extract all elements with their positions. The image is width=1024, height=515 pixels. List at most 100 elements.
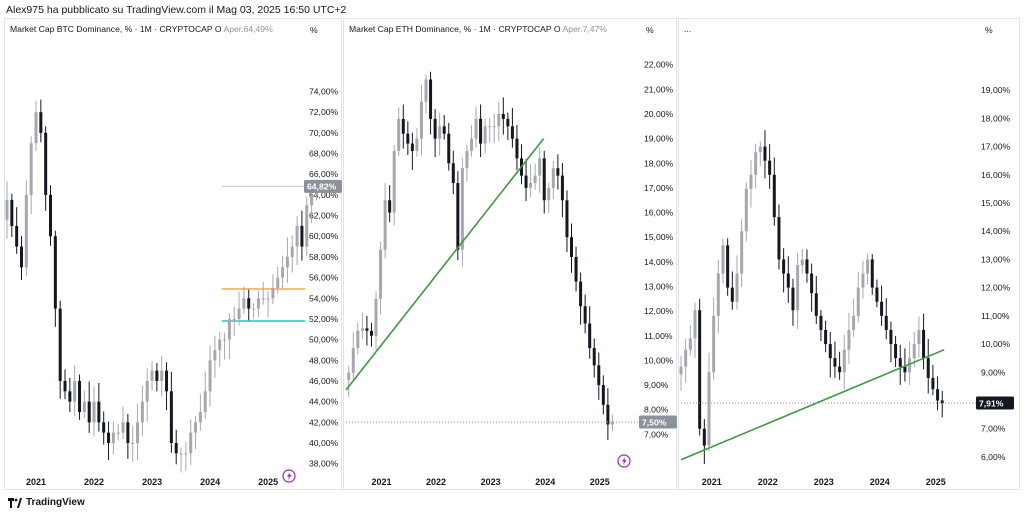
y-tick-label: 42,00% [309,417,339,427]
candle-body [579,281,583,307]
candle-body [556,168,560,176]
candle-body [456,183,460,250]
candle-body [847,329,851,350]
candle-body [542,158,546,201]
candle-body [34,112,38,144]
candle-body [78,380,82,412]
lightning-bolt-glyph [622,457,627,465]
y-tick-label: 44,00% [309,397,339,407]
y-tick-label: 9,00% [981,367,1006,377]
third-dominance-chart[interactable]: 6,00%7,00%8,00%9,00%10,00%11,00%12,00%13… [679,19,1021,491]
candle-body [533,175,537,183]
candle-body [58,308,62,381]
candle-body [529,183,533,188]
candle-body [875,287,879,302]
x-tick-label: 2025 [926,477,946,487]
candle-body [940,400,944,404]
x-tick-label: 2025 [258,477,278,487]
y-tick-label: 10,00% [981,339,1011,349]
candle-body [754,152,758,175]
tradingview-footer[interactable]: TradingView [8,497,85,508]
candle-body [44,132,48,195]
candle-body [155,370,159,381]
eth-dominance-chart[interactable]: 7,00% 8,00% 9,00% 10,00% 11,00% 12,00% 13,00% 1… [344,19,678,491]
y-tick-label: 11,00% [981,311,1010,321]
candle-body [126,422,130,443]
y-tick-label: 12,00% [644,306,674,316]
candle-body [174,442,178,454]
candle-body [908,358,912,373]
btc-dominance-panel[interactable]: 38,00% 40,00% 42,00% 44,00% 46,00% 48,00% 50,0… [4,18,342,490]
y-tick-label: 48,00% [309,355,339,365]
candle-body [828,344,832,359]
x-tick-label: 2022 [426,477,446,487]
candle-body [310,194,314,206]
candle-body [227,318,231,340]
candle-body [140,401,144,423]
candle-body [796,265,800,311]
candle-body [684,349,688,367]
x-tick-label: 2022 [758,477,778,487]
candle-body [10,200,14,226]
y-tick-label: 54,00% [309,293,339,303]
candle-body [374,298,378,336]
candle-body [223,339,227,341]
y-tick-label: 38,00% [309,459,339,469]
candle-body [198,411,202,423]
y-tick-label: 50,00% [309,335,339,345]
legend-title: ... [684,24,692,34]
candle-body [87,401,91,423]
candle-body [252,308,256,310]
y-tick-label: 14,00% [644,257,674,267]
candle-body [805,259,809,274]
candle-body [597,365,601,386]
candle-body [369,330,373,336]
panel-legend: Market Cap ETH Dominance, % · 1M · CRYPT… [349,24,607,34]
x-tick-label: 2023 [814,477,834,487]
candle-body [379,249,383,299]
candle-body [506,118,510,127]
candle-body [740,231,744,274]
candle-body [179,453,183,455]
candle-body [501,114,505,119]
third-dominance-panel[interactable]: 6,00%7,00%8,00%9,00%10,00%11,00%12,00%13… [678,18,1020,490]
candle-body [365,328,369,331]
x-tick-label: 2023 [481,477,501,487]
candle-body [898,358,902,367]
candle-body [488,126,492,128]
candle-body [160,370,164,381]
tradingview-logo-icon [8,497,22,508]
candle-body [237,308,241,319]
y-tick-label: 18,00% [644,158,674,168]
candle-body [82,401,86,412]
candle-body [424,79,428,102]
y-tick-label: 13,00% [981,254,1011,264]
y-tick-label: 11,00% [644,331,673,341]
candle-body [305,205,309,247]
y-tick-label: 6,00% [981,452,1006,462]
y-tick-label: 60,00% [309,231,339,241]
btc-dominance-chart[interactable]: 38,00% 40,00% 42,00% 44,00% 46,00% 48,00% 50,0… [5,19,343,491]
candle-body [351,348,355,373]
y-tick-label: 22,00% [644,60,674,70]
candle-body [469,138,473,151]
candle-body [285,256,289,268]
candle-body [465,150,469,169]
legend-ohlc-label: O [553,24,563,34]
candle-body [810,273,814,294]
candle-body [912,344,916,359]
candle-body [786,273,790,288]
candle-body [121,422,125,433]
candle-body [401,118,405,134]
candle-body [758,146,762,153]
candle-body [410,143,414,151]
candle-body [744,188,748,232]
y-tick-label: 7,00% [644,429,669,439]
candle-body [693,310,697,339]
candle-body [583,306,587,324]
candle-body [926,358,930,378]
candle-body [800,259,804,266]
candle-body [49,194,53,237]
eth-dominance-panel[interactable]: 7,00% 8,00% 9,00% 10,00% 11,00% 12,00% 13,00% 1… [343,18,677,490]
candle-body [497,114,501,127]
